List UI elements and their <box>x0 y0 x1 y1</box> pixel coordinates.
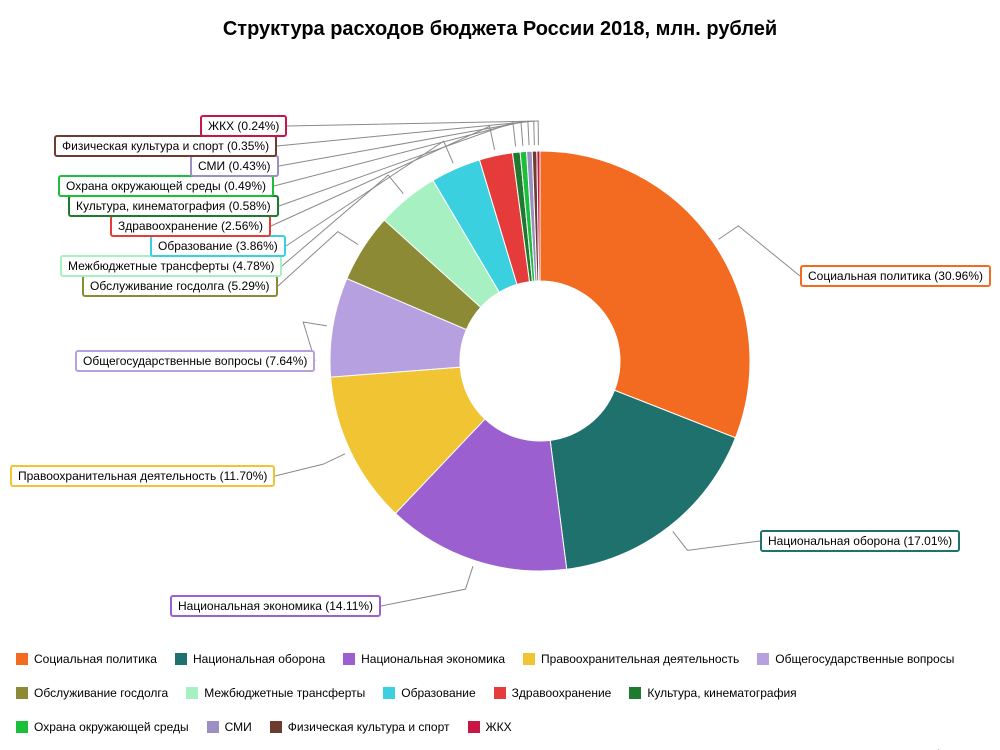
legend-swatch <box>468 721 480 733</box>
legend-label: Социальная политика <box>34 649 157 669</box>
legend-swatch <box>629 687 641 699</box>
callout-label: Социальная политика (30.96%) <box>800 265 991 287</box>
legend-swatch <box>343 653 355 665</box>
legend-swatch <box>494 687 506 699</box>
legend-item: Правоохранительная деятельность <box>523 649 739 669</box>
callout-label: Культура, кинематография (0.58%) <box>68 195 279 217</box>
legend-item: Социальная политика <box>16 649 157 669</box>
legend-item: СМИ <box>207 717 252 737</box>
callout-label: СМИ (0.43%) <box>190 155 279 177</box>
legend-row: Социальная политика Национальная оборона Н… <box>16 649 984 737</box>
legend-label: Охрана окружающей среды <box>34 717 189 737</box>
legend-label: Обслуживание госдолга <box>34 683 168 703</box>
legend-item: Обслуживание госдолга <box>16 683 168 703</box>
legend-label: Культура, кинематография <box>647 683 796 703</box>
legend-label: Межбюджетные трансферты <box>204 683 365 703</box>
callout-label: Здравоохранение (2.56%) <box>110 215 271 237</box>
legend-swatch <box>207 721 219 733</box>
legend-label: ЖКХ <box>486 717 512 737</box>
callout-label: Национальная экономика (14.11%) <box>170 595 381 617</box>
callout-label: Национальная оборона (17.01%) <box>760 530 960 552</box>
legend-swatch <box>16 687 28 699</box>
legend-label: Общегосударственные вопросы <box>775 649 954 669</box>
callout-label: Правоохранительная деятельность (11.70%) <box>10 465 275 487</box>
legend-label: Национальная экономика <box>361 649 505 669</box>
leader-line <box>673 531 760 550</box>
legend: Социальная политика Национальная оборона Н… <box>0 641 1000 741</box>
source-line: FINCAN.RU по данным Минфина <box>0 741 1000 750</box>
legend-item: Общегосударственные вопросы <box>757 649 954 669</box>
callout-label: Охрана окружающей среды (0.49%) <box>58 175 274 197</box>
callout-label: Физическая культура и спорт (0.35%) <box>54 135 277 157</box>
legend-label: Физическая культура и спорт <box>288 717 450 737</box>
legend-item: Культура, кинематография <box>629 683 796 703</box>
legend-swatch <box>270 721 282 733</box>
legend-label: Образование <box>401 683 475 703</box>
callout-label: Обслуживание госдолга (5.29%) <box>82 275 278 297</box>
callout-label: ЖКХ (0.24%) <box>200 115 287 137</box>
leader-line <box>718 226 800 276</box>
legend-item: Здравоохранение <box>494 683 612 703</box>
legend-item: ЖКХ <box>468 717 512 737</box>
pie-slice <box>540 151 750 438</box>
chart-title: Структура расходов бюджета России 2018, … <box>0 0 1000 41</box>
legend-swatch <box>175 653 187 665</box>
legend-item: Национальная экономика <box>343 649 505 669</box>
callout-label: Общегосударственные вопросы (7.64%) <box>75 350 315 372</box>
legend-swatch <box>16 653 28 665</box>
legend-swatch <box>757 653 769 665</box>
legend-label: Правоохранительная деятельность <box>541 649 739 669</box>
legend-swatch <box>16 721 28 733</box>
legend-swatch <box>383 687 395 699</box>
legend-swatch <box>523 653 535 665</box>
legend-swatch <box>186 687 198 699</box>
legend-item: Охрана окружающей среды <box>16 717 189 737</box>
legend-label: Национальная оборона <box>193 649 325 669</box>
leader-line <box>381 566 473 606</box>
callout-label: Межбюджетные трансферты (4.78%) <box>60 255 282 277</box>
legend-item: Межбюджетные трансферты <box>186 683 365 703</box>
legend-item: Национальная оборона <box>175 649 325 669</box>
legend-label: СМИ <box>225 717 252 737</box>
chart-area: Социальная политика (30.96%) Национальная… <box>0 41 1000 641</box>
legend-item: Образование <box>383 683 475 703</box>
legend-item: Физическая культура и спорт <box>270 717 450 737</box>
leader-line <box>275 454 345 476</box>
callout-label: Образование (3.86%) <box>150 235 286 257</box>
legend-label: Здравоохранение <box>512 683 612 703</box>
leader-line <box>277 121 534 146</box>
